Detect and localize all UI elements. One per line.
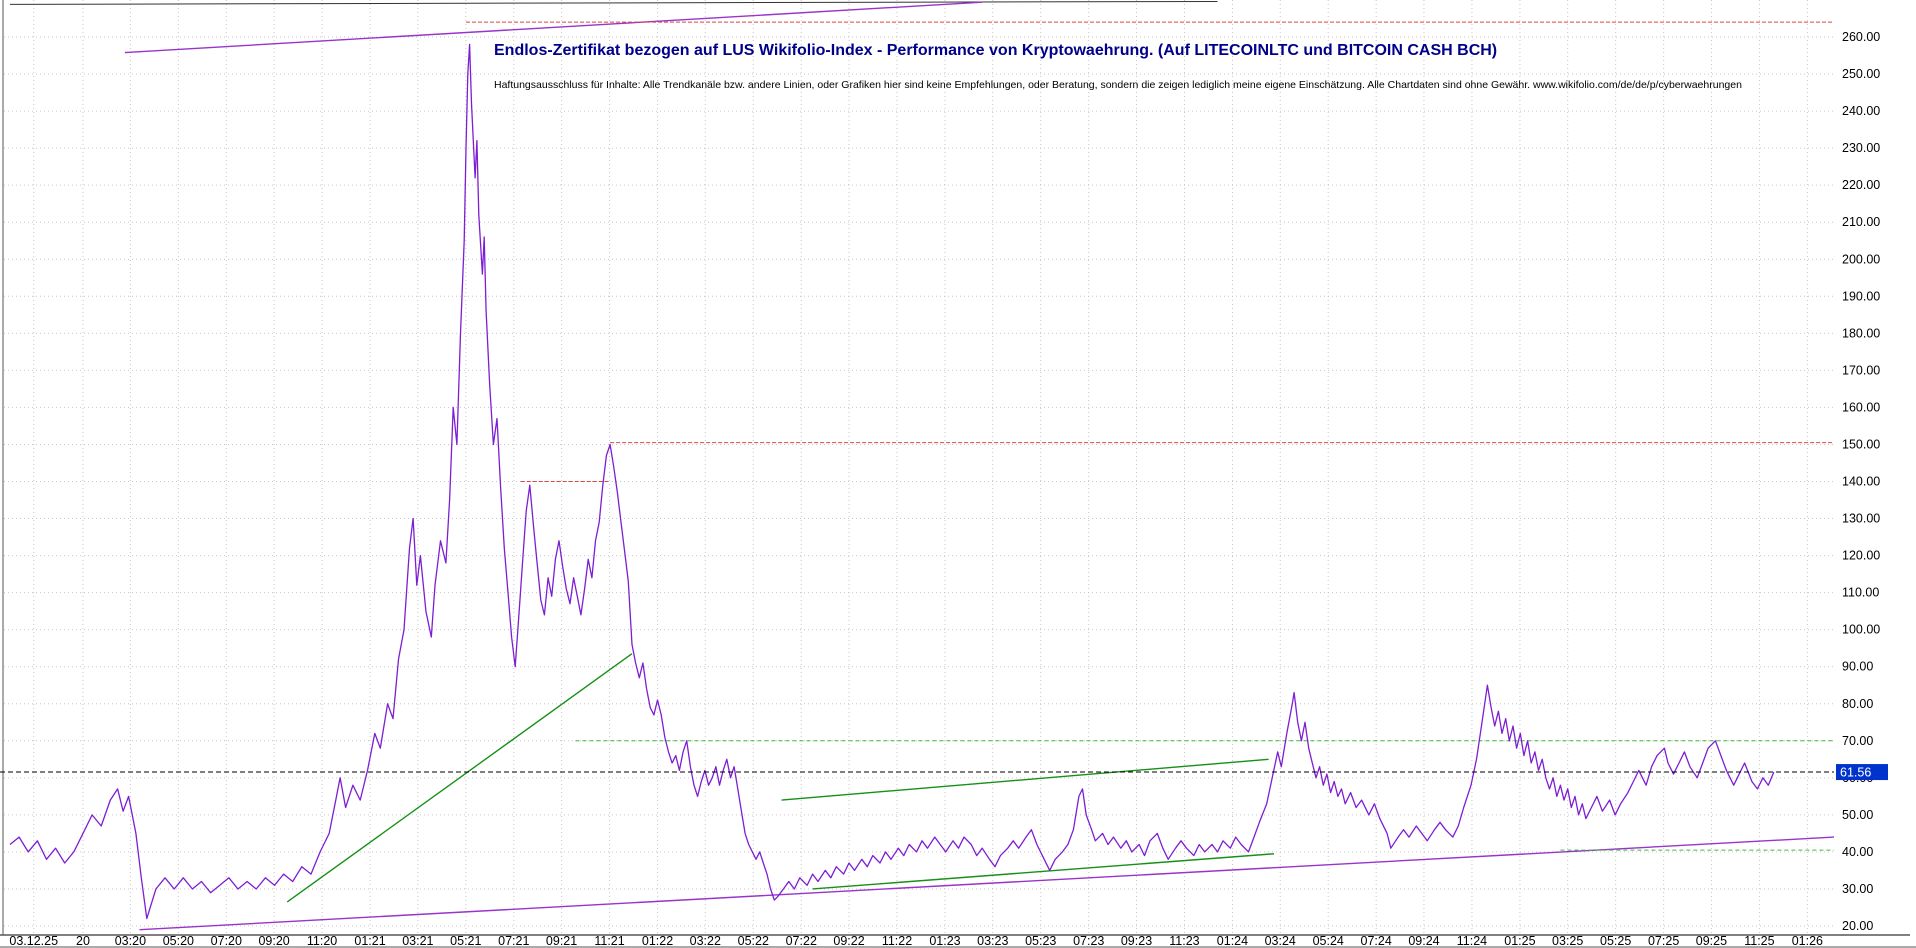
current-price-tag	[1836, 764, 1888, 781]
x-axis-label: 11:22	[882, 934, 912, 948]
x-axis-label: 03:24	[1265, 934, 1296, 948]
current-price-tag-group: 61.56	[1836, 764, 1888, 781]
y-axis-label: 20.00	[1842, 919, 1873, 933]
y-axis-label: 150.00	[1842, 437, 1880, 451]
y-axis-label: 40.00	[1842, 845, 1873, 859]
y-axis-label: 200.00	[1842, 252, 1880, 266]
x-axis-label: 01:23	[929, 934, 960, 948]
x-axis-label: 20	[76, 934, 90, 948]
x-axis-label: 11:25	[1744, 934, 1774, 948]
price-series	[9, 43, 1775, 920]
y-axis-label: 130.00	[1842, 512, 1880, 526]
x-axis-label: 05:25	[1600, 934, 1631, 948]
y-axis-label: 70.00	[1842, 734, 1873, 748]
chart-title: Endlos-Zertifikat bezogen auf LUS Wikifo…	[494, 42, 1498, 59]
x-axis-label: 07:21	[498, 934, 529, 948]
x-axis-label: 03:20	[115, 934, 146, 948]
x-axis-label: 03:25	[1552, 934, 1583, 948]
y-axis-label: 140.00	[1842, 475, 1880, 489]
current-price-tag-label: 61.56	[1840, 766, 1871, 780]
x-axis-label: 09:23	[1121, 934, 1152, 948]
x-axis-label: 05:22	[738, 934, 769, 948]
x-axis-label: 07:23	[1073, 934, 1104, 948]
y-axis-label: 160.00	[1842, 400, 1880, 414]
x-axis-label: 09:25	[1696, 934, 1727, 948]
y-axis-label: 230.00	[1842, 141, 1880, 155]
x-axis-label: 03:23	[977, 934, 1008, 948]
y-axis-label: 80.00	[1842, 697, 1873, 711]
top-resistance-black-line	[9, 0, 1218, 5]
green-uptrend-mid	[781, 758, 1269, 801]
x-axis-label: 01:25	[1504, 934, 1535, 948]
y-axis-label: 90.00	[1842, 660, 1873, 674]
upper-channel-line-purple	[124, 1, 983, 54]
x-axis-label: 05:24	[1313, 934, 1344, 948]
x-axis-label: 01:22	[642, 934, 673, 948]
y-axis-label: 180.00	[1842, 326, 1880, 340]
y-axis-label: 110.00	[1842, 586, 1879, 600]
x-axis-label: 09:22	[833, 934, 864, 948]
x-axis-label: 09:20	[258, 934, 289, 948]
x-axis-label: 11:20	[307, 934, 337, 948]
grid	[4, 0, 1834, 934]
x-axis-label: 05:21	[450, 934, 481, 948]
x-axis-label: 03:21	[402, 934, 433, 948]
x-axis-label: 03.12.25	[9, 934, 58, 948]
y-axis-label: 190.00	[1842, 289, 1880, 303]
x-axis-label: 01:24	[1217, 934, 1248, 948]
y-axis-label: 50.00	[1842, 808, 1873, 822]
green-uptrend-low	[812, 853, 1275, 890]
y-axis-label: 240.00	[1842, 104, 1880, 118]
x-axis-label: 07:24	[1361, 934, 1392, 948]
y-axis-label: 250.00	[1842, 67, 1880, 81]
trend-lines	[9, 0, 1835, 931]
y-axis-label: 120.00	[1842, 549, 1880, 563]
x-axis-label: 05:20	[163, 934, 194, 948]
x-axis-labels: 03.12.25 20 03:20 05:20 07:20 09:20 11:20 01:21…	[9, 934, 1823, 948]
price-line	[9, 43, 1775, 920]
x-axis-label: 01:26	[1792, 934, 1823, 948]
y-axis-label: 260.00	[1842, 30, 1880, 44]
x-axis-label: 03:22	[690, 934, 721, 948]
y-axis-label: 220.00	[1842, 178, 1880, 192]
chart-disclaimer: Haftungsausschluss für Inhalte: Alle Tre…	[494, 79, 1742, 91]
y-axis-label: 170.00	[1842, 363, 1880, 377]
x-axis-label: 11:21	[594, 934, 624, 948]
x-axis-label: 07:25	[1648, 934, 1679, 948]
x-axis-label: 11:23	[1169, 934, 1199, 948]
x-axis-label: 09:21	[546, 934, 577, 948]
x-axis-label: 05:23	[1025, 934, 1056, 948]
x-axis-label: 07:20	[211, 934, 242, 948]
y-axis-label: 30.00	[1842, 882, 1873, 896]
x-axis-label: 07:22	[786, 934, 817, 948]
x-axis-label: 01:21	[354, 934, 385, 948]
y-axis-label: 100.00	[1842, 623, 1880, 637]
lower-channel-line-purple	[139, 836, 1835, 931]
y-axis-label: 210.00	[1842, 215, 1880, 229]
x-axis-label: 09:24	[1408, 934, 1439, 948]
green-uptrend-steep-2020	[286, 653, 633, 903]
x-axis-label: 11:24	[1457, 934, 1487, 948]
y-axis-labels: 260.00 250.00 240.00 230.00 220.00 210.00 200.…	[1842, 30, 1880, 933]
